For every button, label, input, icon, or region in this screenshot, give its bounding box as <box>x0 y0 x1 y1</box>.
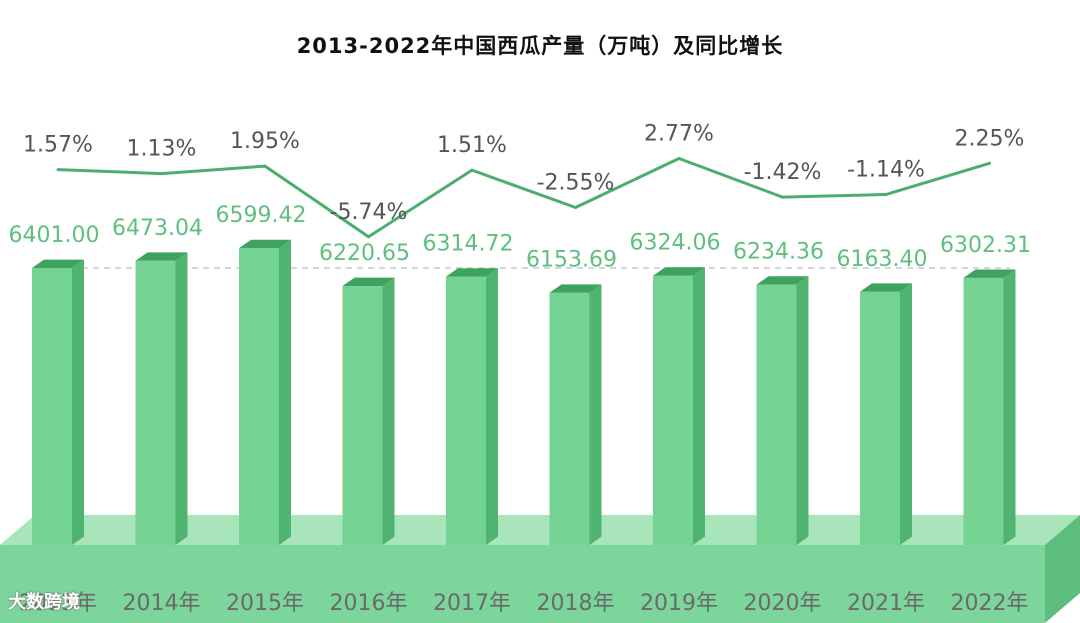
value-label: 6153.69 <box>526 248 617 273</box>
x-tick-label: 2015年 <box>226 591 304 616</box>
bar-top-face <box>653 267 705 276</box>
bar-top-face <box>860 283 912 292</box>
value-label: 6163.40 <box>837 247 928 272</box>
growth-point <box>884 193 888 196</box>
growth-point <box>988 161 991 165</box>
bar-side-face <box>589 284 602 545</box>
bar-side-face <box>486 268 498 545</box>
chart-title: 2013-2022年中国西瓜产量（万吨）及同比增长 <box>296 34 784 58</box>
bar <box>32 259 84 545</box>
bar-side-face <box>693 267 705 545</box>
value-label: 6220.65 <box>319 241 410 266</box>
bar <box>653 267 705 545</box>
bar-side-face <box>1003 269 1016 545</box>
value-label: 6302.31 <box>940 233 1031 258</box>
bar <box>860 283 912 545</box>
bar-top-face <box>342 277 395 287</box>
bar-front-face <box>860 291 900 545</box>
x-tick-label: 2017年 <box>433 591 511 616</box>
growth-label: 1.51% <box>437 133 507 158</box>
bar-side-face <box>900 283 912 545</box>
x-tick-label: 2014年 <box>123 591 201 616</box>
growth-label: -5.74% <box>330 200 408 225</box>
bar-front-face <box>239 248 279 545</box>
growth-point <box>367 235 370 239</box>
growth-label: -2.55% <box>537 171 615 196</box>
bar <box>135 252 188 545</box>
growth-labels: 1.57% 1.13% 1.95% -5.74% 1.51% -2.55% 2.77% -1.… <box>23 122 1024 225</box>
bar-side-face <box>72 259 84 545</box>
bar <box>342 277 395 545</box>
value-labels: 6401.00 6473.04 6599.42 6220.65 6314.72 6153.… <box>9 203 1031 273</box>
bar <box>756 276 809 545</box>
bar-top-face <box>963 269 1016 278</box>
growth-line <box>57 157 990 239</box>
value-label: 6314.72 <box>423 232 514 257</box>
x-tick-label: 2013年 <box>19 591 97 616</box>
bar <box>446 268 498 545</box>
growth-label: 2.77% <box>644 122 714 147</box>
bar-top-face <box>756 276 809 285</box>
x-tick-label: 2021年 <box>847 591 925 616</box>
base-side-face <box>1045 515 1080 623</box>
value-label: 6473.04 <box>112 216 203 241</box>
bar-series <box>32 239 1016 545</box>
bar-front-face <box>32 268 72 545</box>
bar-top-face <box>135 252 188 261</box>
value-label: 6234.36 <box>733 240 824 265</box>
bar-front-face <box>135 260 176 545</box>
x-tick-label: 2020年 <box>744 591 822 616</box>
growth-point <box>263 164 267 168</box>
growth-point <box>677 157 681 160</box>
bar-front-face <box>653 275 693 545</box>
bar-top-face <box>239 239 291 249</box>
growth-point <box>781 195 784 199</box>
growth-label: -1.14% <box>847 158 925 183</box>
growth-label: 1.95% <box>230 129 300 154</box>
growth-label: 2.25% <box>955 126 1025 151</box>
watermark-logo: 大数跨境 <box>8 592 80 613</box>
bar-side-face <box>175 252 188 545</box>
x-tick-label: 2022年 <box>951 591 1029 616</box>
bar-side-face <box>382 277 395 545</box>
bar-front-face <box>549 292 590 545</box>
bar-top-face <box>32 259 84 268</box>
bar-front-face <box>446 276 486 545</box>
growth-point <box>160 172 163 176</box>
bar-front-face <box>342 286 383 545</box>
x-tick-label: 2016年 <box>330 591 408 616</box>
growth-point <box>574 206 577 209</box>
bar-front-face <box>963 277 1004 545</box>
bar-side-face <box>279 239 291 545</box>
x-tick-label: 2018年 <box>537 591 615 616</box>
value-label: 6401.00 <box>9 223 100 248</box>
value-label: 6599.42 <box>216 203 307 228</box>
bar-top-face <box>549 284 602 293</box>
growth-line-series <box>56 157 991 239</box>
bar <box>239 239 291 545</box>
bar-side-face <box>796 276 809 545</box>
bar <box>549 284 602 545</box>
bar <box>963 269 1016 545</box>
x-axis-tick-labels: 2013年 2014年 2015年 2016年 2017年 2018年 2019年 2020年… <box>19 591 1029 616</box>
growth-label: -1.42% <box>744 160 822 185</box>
x-tick-label: 2019年 <box>640 591 718 616</box>
growth-label: 1.57% <box>23 133 93 158</box>
growth-point <box>56 168 60 172</box>
growth-point <box>470 168 474 172</box>
base-front-face <box>0 545 1045 623</box>
bar-top-face <box>446 268 498 277</box>
growth-label: 1.13% <box>127 137 197 162</box>
bar-front-face <box>756 284 797 545</box>
value-label: 6324.06 <box>630 231 721 256</box>
